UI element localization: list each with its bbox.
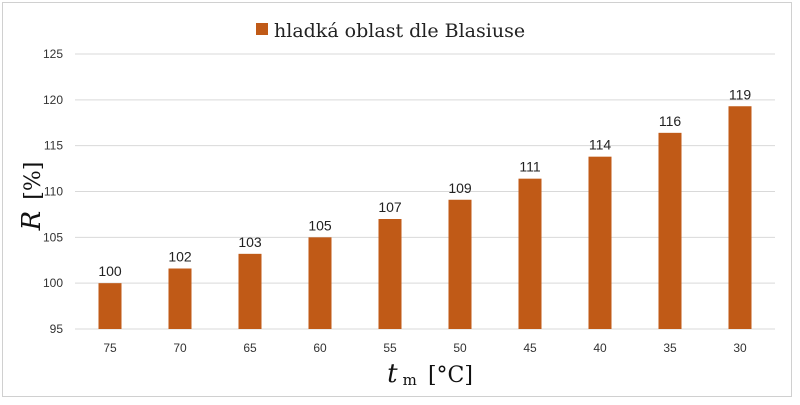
- legend-label: hladká oblast dle Blasiuse: [274, 20, 525, 42]
- bar: [308, 237, 332, 329]
- legend: hladká oblast dle Blasiuse: [256, 20, 525, 42]
- legend-swatch: [256, 23, 268, 35]
- data-label: 103: [238, 234, 262, 250]
- bar: [728, 106, 752, 329]
- x-tick-label: 30: [733, 341, 747, 355]
- bar: [168, 268, 192, 329]
- x-axis-symbol: t: [387, 359, 398, 389]
- x-tick-label: 55: [383, 341, 397, 355]
- data-label: 102: [168, 249, 192, 265]
- bar: [378, 219, 402, 329]
- bar: [98, 283, 122, 329]
- data-label: 119: [729, 86, 752, 102]
- y-tick-label: 100: [43, 276, 63, 290]
- bar: [518, 178, 542, 329]
- y-axis-unit: [%]: [21, 162, 46, 200]
- data-label: 107: [378, 199, 402, 215]
- x-tick-label: 70: [173, 341, 187, 355]
- x-tick-label: 40: [593, 341, 607, 355]
- bar: [448, 199, 472, 329]
- bars: [98, 106, 752, 329]
- y-tick-labels: 95 100 105 110 115 120 125: [43, 47, 63, 336]
- data-label: 116: [659, 113, 682, 129]
- data-labels: 100 102 103 105 107 109 111 114 116 119: [98, 86, 751, 279]
- bar: [238, 253, 262, 329]
- bar: [588, 156, 612, 329]
- x-tick-labels: 75 70 65 60 55 50 45 40 35 30: [103, 341, 747, 355]
- gridlines: [75, 53, 775, 330]
- data-label: 109: [448, 180, 472, 196]
- y-axis-title: R [%]: [17, 162, 47, 232]
- bar: [658, 132, 682, 329]
- data-label: 111: [519, 159, 540, 175]
- y-tick-label: 125: [43, 47, 63, 61]
- y-tick-label: 110: [44, 185, 63, 199]
- y-axis-symbol: R: [17, 211, 47, 232]
- y-tick-label: 120: [43, 93, 63, 107]
- y-tick-label: 115: [44, 139, 63, 153]
- x-tick-label: 65: [243, 341, 257, 355]
- x-axis-unit: [°C]: [428, 363, 473, 388]
- x-tick-label: 35: [663, 341, 677, 355]
- x-tick-label: 75: [103, 341, 117, 355]
- x-tick-label: 50: [453, 341, 467, 355]
- data-label: 100: [98, 263, 122, 279]
- data-label: 114: [589, 137, 612, 153]
- x-axis-subscript: m: [403, 371, 417, 389]
- x-tick-label: 45: [523, 341, 537, 355]
- x-tick-label: 60: [313, 341, 327, 355]
- data-label: 105: [308, 217, 332, 233]
- y-tick-label: 95: [50, 322, 64, 336]
- x-axis-title: t m [°C]: [387, 359, 473, 389]
- y-tick-label: 105: [43, 230, 63, 244]
